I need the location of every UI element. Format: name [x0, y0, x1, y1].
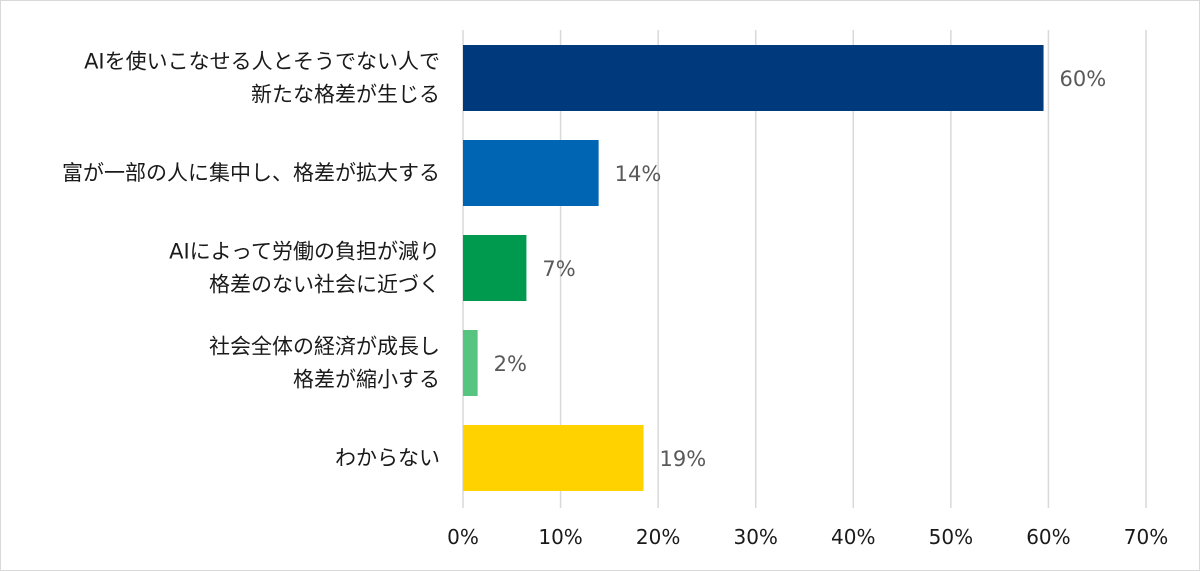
x-tick-label-20: 20% — [636, 525, 680, 549]
data-label-2: 14% — [615, 162, 662, 186]
category-label-3-line-1: AIによって労働の負担が減り — [169, 240, 440, 264]
x-tick-label-30: 30% — [733, 525, 777, 549]
bar-4 — [463, 330, 478, 396]
x-tick-label-70: 70% — [1124, 525, 1168, 549]
data-label-5: 19% — [660, 447, 707, 471]
category-label-2: 富が一部の人に集中し、格差が拡大する — [62, 161, 440, 185]
data-label-4: 2% — [494, 352, 527, 376]
category-label-4-line-1: 社会全体の経済が成長し — [209, 335, 440, 359]
bar-1 — [463, 45, 1044, 111]
x-tick-label-60: 60% — [1026, 525, 1070, 549]
x-tick-label-10: 10% — [538, 525, 582, 549]
bar-2 — [463, 140, 599, 206]
data-label-3: 7% — [542, 257, 575, 281]
category-label-3-line-2: 格差のない社会に近づく — [209, 273, 440, 297]
category-label-5: わからない — [335, 446, 440, 470]
bar-3 — [463, 235, 527, 301]
x-tick-label-50: 50% — [929, 525, 973, 549]
x-axis: 0% 10% 20% 30% 40% 50% 60% 70% — [447, 525, 1168, 549]
category-label-1-line-2: 新たな格差が生じる — [251, 83, 440, 107]
bar-layer — [463, 45, 1044, 491]
bar-5 — [463, 425, 644, 491]
category-label-4-line-2: 格差が縮小する — [293, 368, 440, 392]
category-label-1-line-1: AIを使いこなせる人とそうでない人で — [84, 50, 440, 74]
x-tick-label-0: 0% — [447, 525, 479, 549]
data-label-1: 60% — [1060, 67, 1107, 91]
x-tick-label-40: 40% — [831, 525, 875, 549]
